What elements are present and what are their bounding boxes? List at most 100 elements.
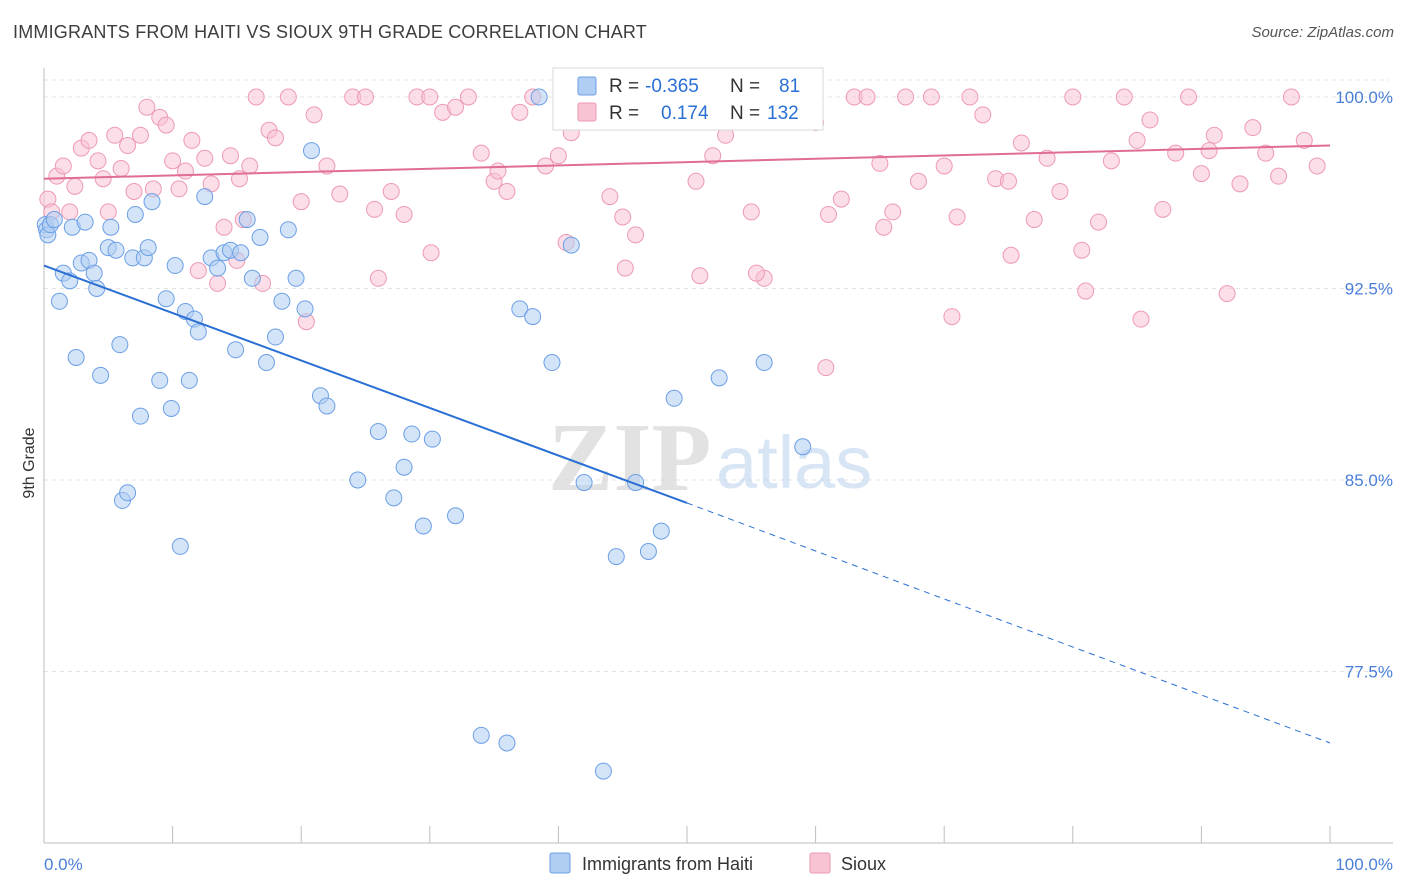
haiti-point bbox=[243, 269, 261, 287]
haiti-point bbox=[162, 400, 180, 418]
sioux-point bbox=[131, 126, 149, 144]
sioux-swatch bbox=[577, 102, 597, 122]
sioux-point bbox=[89, 152, 107, 170]
sioux-point bbox=[369, 269, 387, 287]
sioux-point bbox=[106, 126, 124, 144]
haiti-point bbox=[575, 474, 593, 492]
haiti-point bbox=[530, 88, 548, 106]
sioux-point bbox=[627, 226, 645, 244]
haiti-point bbox=[139, 239, 157, 257]
sioux-point bbox=[357, 88, 374, 106]
haiti-point bbox=[511, 300, 529, 318]
haiti-point bbox=[302, 142, 320, 160]
y-tick-label: 100.0% bbox=[1335, 88, 1393, 107]
sioux-point bbox=[1167, 144, 1185, 162]
sioux-point bbox=[61, 203, 79, 221]
sioux-point bbox=[1270, 167, 1288, 185]
sioux-point bbox=[1012, 134, 1030, 152]
sioux-point bbox=[832, 190, 850, 208]
sioux-point bbox=[549, 147, 567, 165]
haiti-point bbox=[273, 292, 291, 310]
haiti-point bbox=[238, 211, 256, 229]
haiti-point bbox=[232, 244, 250, 262]
sioux-point bbox=[747, 264, 765, 282]
sioux-point bbox=[99, 203, 117, 221]
legend-sioux-label: Sioux bbox=[841, 854, 886, 874]
sioux-point bbox=[1077, 282, 1095, 300]
trend-lines bbox=[43, 144, 1331, 744]
sioux-point bbox=[922, 88, 940, 106]
y-tick-label: 92.5% bbox=[1345, 280, 1393, 299]
sioux-point bbox=[1090, 213, 1108, 231]
sioux-point bbox=[196, 149, 214, 167]
haiti-point bbox=[227, 341, 245, 359]
sioux-point bbox=[112, 159, 130, 177]
sioux-point bbox=[279, 88, 297, 106]
haiti-point bbox=[594, 762, 612, 780]
sioux-point bbox=[742, 203, 760, 221]
sioux-r-label: R = bbox=[609, 103, 639, 124]
haiti-point bbox=[85, 264, 103, 282]
haiti-point bbox=[414, 517, 432, 535]
sioux-point bbox=[1192, 165, 1210, 183]
sioux-point bbox=[489, 162, 507, 180]
haiti-point bbox=[143, 193, 161, 211]
sioux-point bbox=[1141, 111, 1159, 129]
sioux-point bbox=[1073, 241, 1091, 259]
haiti-trend-extension bbox=[686, 502, 1331, 744]
haiti-trend-line bbox=[43, 264, 688, 504]
sioux-point bbox=[1051, 182, 1069, 200]
haiti-point bbox=[296, 300, 314, 318]
x-tick-label: 0.0% bbox=[44, 855, 83, 874]
sioux-point bbox=[875, 218, 893, 236]
y-axis-label: 9th Grade bbox=[21, 427, 38, 498]
haiti-point bbox=[209, 259, 227, 277]
haiti-point bbox=[119, 484, 137, 502]
sioux-point bbox=[884, 203, 902, 221]
haiti-point bbox=[166, 257, 184, 275]
sioux-point bbox=[948, 208, 966, 226]
sioux-point bbox=[817, 359, 835, 377]
sioux-point bbox=[189, 262, 207, 280]
sioux-point bbox=[1180, 88, 1198, 106]
haiti-point bbox=[102, 218, 120, 236]
x-tick-label: 100.0% bbox=[1335, 855, 1393, 874]
haiti-point bbox=[710, 369, 728, 387]
sioux-point bbox=[247, 88, 265, 106]
sioux-point bbox=[366, 200, 384, 218]
sioux-r-value: 0.174 bbox=[661, 103, 709, 124]
sioux-point bbox=[961, 88, 979, 106]
haiti-point bbox=[639, 542, 657, 560]
sioux-n-label: N = bbox=[730, 103, 760, 124]
sioux-point bbox=[1115, 88, 1133, 106]
haiti-point bbox=[67, 348, 85, 366]
legend-haiti-label: Immigrants from Haiti bbox=[582, 854, 753, 874]
sioux-point bbox=[459, 88, 477, 106]
sioux-point bbox=[94, 170, 112, 188]
haiti-point bbox=[151, 371, 169, 389]
sioux-point bbox=[858, 88, 876, 106]
haiti-point bbox=[131, 407, 149, 425]
y-tick-label: 77.5% bbox=[1345, 663, 1393, 682]
sioux-point bbox=[614, 208, 632, 226]
haiti-point bbox=[543, 354, 561, 372]
sioux-point bbox=[66, 177, 84, 195]
haiti-point bbox=[266, 328, 284, 346]
sioux-point bbox=[1064, 88, 1082, 106]
sioux-point bbox=[1132, 310, 1150, 328]
sioux-point bbox=[601, 188, 619, 206]
sioux-point bbox=[897, 88, 915, 106]
haiti-point bbox=[189, 323, 207, 341]
haiti-point bbox=[111, 336, 129, 354]
series-legend: Immigrants from Haiti Sioux bbox=[549, 852, 886, 874]
sioux-point bbox=[1154, 200, 1172, 218]
sioux-point bbox=[974, 106, 992, 124]
haiti-n-label: N = bbox=[730, 76, 760, 97]
haiti-point bbox=[251, 228, 269, 246]
sioux-point bbox=[266, 129, 284, 147]
haiti-point bbox=[395, 458, 413, 476]
sioux-point bbox=[1295, 131, 1313, 149]
haiti-point bbox=[403, 425, 421, 443]
sioux-point bbox=[1102, 152, 1120, 170]
